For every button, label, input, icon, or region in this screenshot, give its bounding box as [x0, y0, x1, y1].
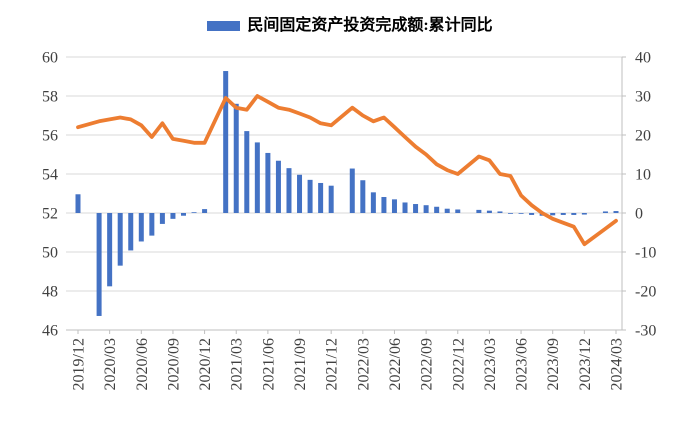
x-axis-label: 2021/09 — [292, 338, 309, 390]
x-axis-label: 2023/06 — [514, 338, 531, 390]
x-axis-label: 2021/03 — [229, 338, 246, 390]
bar — [202, 209, 208, 213]
left-axis-label: 48 — [42, 284, 58, 301]
bar — [75, 194, 81, 213]
x-axis-label: 2021/12 — [324, 338, 341, 390]
bar — [117, 213, 123, 266]
x-axis-label: 2020/09 — [165, 338, 182, 390]
bar — [518, 213, 524, 214]
bar — [191, 212, 197, 214]
left-axis-label: 46 — [42, 323, 58, 340]
bar — [571, 213, 577, 215]
right-axis-label: 0 — [635, 206, 643, 223]
bar — [275, 160, 281, 213]
left-axis-label: 56 — [42, 128, 58, 145]
bar — [297, 174, 303, 213]
left-axis-label: 54 — [42, 167, 58, 184]
bar — [149, 213, 155, 236]
x-axis-label: 2022/12 — [450, 338, 467, 390]
left-axis-label: 60 — [42, 50, 58, 67]
bar — [613, 211, 619, 213]
bar — [349, 168, 355, 213]
right-axis-label: -10 — [635, 245, 656, 262]
bar — [581, 213, 587, 215]
bar — [434, 206, 440, 213]
x-axis-label: 2021/06 — [260, 338, 277, 390]
bar — [107, 213, 113, 287]
bar — [370, 192, 376, 213]
bar — [159, 213, 165, 224]
bar — [413, 204, 419, 213]
x-axis-label: 2022/06 — [387, 338, 404, 390]
bar — [233, 103, 239, 213]
bar — [391, 199, 397, 213]
x-axis-label: 2020/12 — [197, 338, 214, 390]
trend-line — [76, 94, 618, 247]
x-axis-label: 2019/12 — [71, 338, 88, 390]
right-axis-label: 30 — [635, 89, 651, 106]
right-axis-label: 10 — [635, 167, 651, 184]
bar — [455, 209, 461, 213]
bar — [223, 71, 229, 213]
bar — [444, 208, 450, 213]
left-axis-label: 52 — [42, 206, 58, 223]
x-axis-label: 2023/09 — [545, 338, 562, 390]
x-axis-label: 2020/06 — [134, 338, 151, 390]
left-axis-label: 58 — [42, 89, 58, 106]
bar — [96, 213, 102, 316]
bar — [550, 213, 556, 216]
bar — [602, 211, 608, 213]
bar — [170, 213, 176, 219]
bar — [497, 211, 503, 213]
x-axis-label: 2022/09 — [419, 338, 436, 390]
bar — [360, 180, 366, 213]
bar — [138, 213, 144, 242]
bar — [560, 213, 566, 215]
bar — [265, 152, 271, 213]
bar — [328, 185, 334, 213]
right-axis-label: 40 — [635, 50, 651, 67]
bar — [254, 142, 260, 213]
bar — [244, 131, 250, 213]
x-axis-label: 2022/03 — [355, 338, 372, 390]
bar — [486, 210, 492, 213]
x-axis-label: 2020/03 — [102, 338, 119, 390]
left-axis-label: 50 — [42, 245, 58, 262]
right-axis-label: 20 — [635, 128, 651, 145]
right-axis-label: -30 — [635, 323, 656, 340]
bar — [402, 202, 408, 213]
bar — [128, 213, 134, 251]
bar — [318, 182, 324, 213]
right-axis-label: -20 — [635, 284, 656, 301]
x-axis-label: 2024/03 — [609, 338, 626, 390]
x-axis-label: 2023/03 — [482, 338, 499, 390]
bar — [286, 168, 292, 213]
bar — [307, 179, 313, 213]
bar — [508, 213, 514, 214]
x-axis-label: 2023/12 — [577, 338, 594, 390]
bar — [381, 197, 387, 213]
bar — [476, 209, 482, 213]
bar — [423, 205, 429, 213]
bar — [529, 213, 535, 215]
bar — [180, 213, 186, 216]
